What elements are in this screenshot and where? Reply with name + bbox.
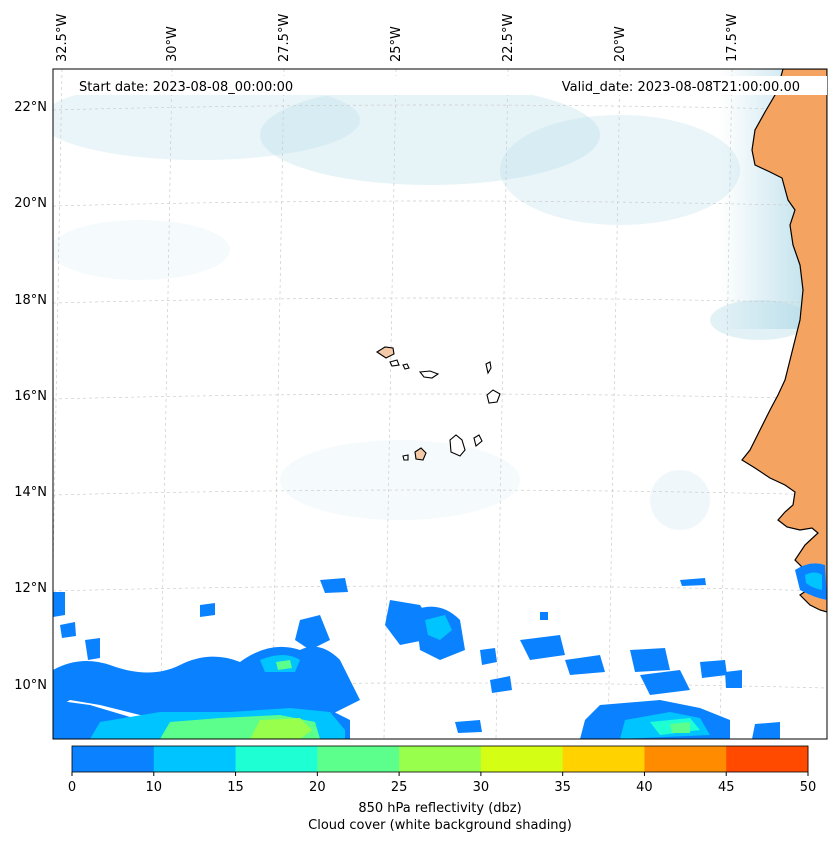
colorbar-title: 850 hPa reflectivity (dbz)	[358, 801, 522, 816]
colorbar-segment	[399, 746, 482, 772]
longitude-label: 20°W	[613, 26, 628, 62]
colorbar: 0 10 15 20 25 30 35 40 45 50	[68, 745, 817, 795]
colorbar-tick-label: 15	[227, 780, 244, 795]
latitude-label: 16°N	[14, 389, 47, 404]
longitude-label: 17.5°W	[725, 14, 740, 62]
coast-reflectivity-core	[805, 572, 822, 590]
latitude-label: 18°N	[14, 293, 47, 308]
meridian-gridline	[719, 69, 733, 739]
colorbar-tick-label: 25	[391, 780, 408, 795]
colorbar-segment	[480, 746, 564, 772]
parallel-gridline	[53, 393, 827, 400]
colorbar-segment	[72, 746, 155, 772]
valid-date-label: Valid_date: 2023-08-08T21:00:00.00	[562, 80, 800, 95]
colorbar-tick-label: 10	[146, 780, 163, 795]
colorbar-tick-label: 50	[800, 780, 817, 795]
colorbar-segment	[235, 746, 318, 772]
header-bar	[72, 76, 827, 95]
colorbar-segment	[153, 746, 237, 772]
colorbar-frame	[71, 745, 809, 773]
longitude-label: 22.5°W	[501, 14, 516, 62]
longitude-label: 32.5°W	[55, 14, 70, 62]
colorbar-tick-label: 35	[554, 780, 571, 795]
parallel-gridline	[53, 585, 827, 592]
colorbar-segment	[562, 746, 645, 772]
colorbar-segment	[644, 746, 727, 772]
colorbar-tick-label: 20	[309, 780, 326, 795]
colorbar-segment	[726, 746, 809, 772]
colorbar-tick-label: 40	[636, 780, 653, 795]
meridian-gridline	[383, 69, 397, 739]
longitude-labels: 32.5°W 30°W 27.5°W 25°W 22.5°W 20°W 17.5°W	[55, 14, 740, 62]
latitude-label: 22°N	[14, 100, 47, 115]
colorbar-tick-label: 0	[68, 780, 76, 795]
latitude-label: 20°N	[14, 196, 47, 211]
parallel-gridline	[53, 297, 827, 304]
longitude-label: 30°W	[165, 26, 180, 62]
colorbar-segment	[317, 746, 400, 772]
latitude-labels: 22°N 20°N 18°N 16°N 14°N 12°N 10°N	[14, 100, 47, 693]
meridian-gridline	[159, 69, 173, 739]
colorbar-subtitle: Cloud cover (white background shading)	[308, 818, 572, 833]
colorbar-tick-label: 30	[473, 780, 490, 795]
parallel-gridline	[53, 489, 827, 496]
start-date-label: Start date: 2023-08-08_00:00:00	[79, 80, 293, 95]
meridian-gridline	[271, 69, 285, 739]
longitude-label: 25°W	[389, 26, 404, 62]
cape-verde-islands	[375, 346, 501, 461]
map-frame	[52, 68, 828, 740]
parallel-gridline	[53, 200, 827, 207]
latitude-label: 12°N	[14, 581, 47, 596]
longitude-label: 27.5°W	[277, 14, 292, 62]
latitude-label: 14°N	[14, 485, 47, 500]
meridian-gridline	[495, 69, 509, 739]
parallel-gridline	[53, 104, 827, 111]
west-africa-land	[741, 69, 827, 613]
meridian-gridline	[607, 69, 621, 739]
reflectivity-field	[53, 578, 780, 739]
colorbar-tick-label: 45	[718, 780, 735, 795]
latitude-label: 10°N	[14, 678, 47, 693]
